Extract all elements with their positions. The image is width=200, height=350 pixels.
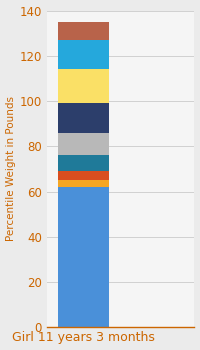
Y-axis label: Percentile Weight in Pounds: Percentile Weight in Pounds — [6, 96, 16, 242]
Bar — [58, 22, 109, 40]
Bar — [58, 180, 109, 187]
Bar — [58, 133, 109, 155]
Bar — [58, 69, 109, 103]
Bar — [58, 155, 109, 171]
Bar — [58, 40, 109, 69]
Bar — [58, 103, 109, 133]
Bar — [58, 171, 109, 180]
Bar — [58, 187, 109, 327]
